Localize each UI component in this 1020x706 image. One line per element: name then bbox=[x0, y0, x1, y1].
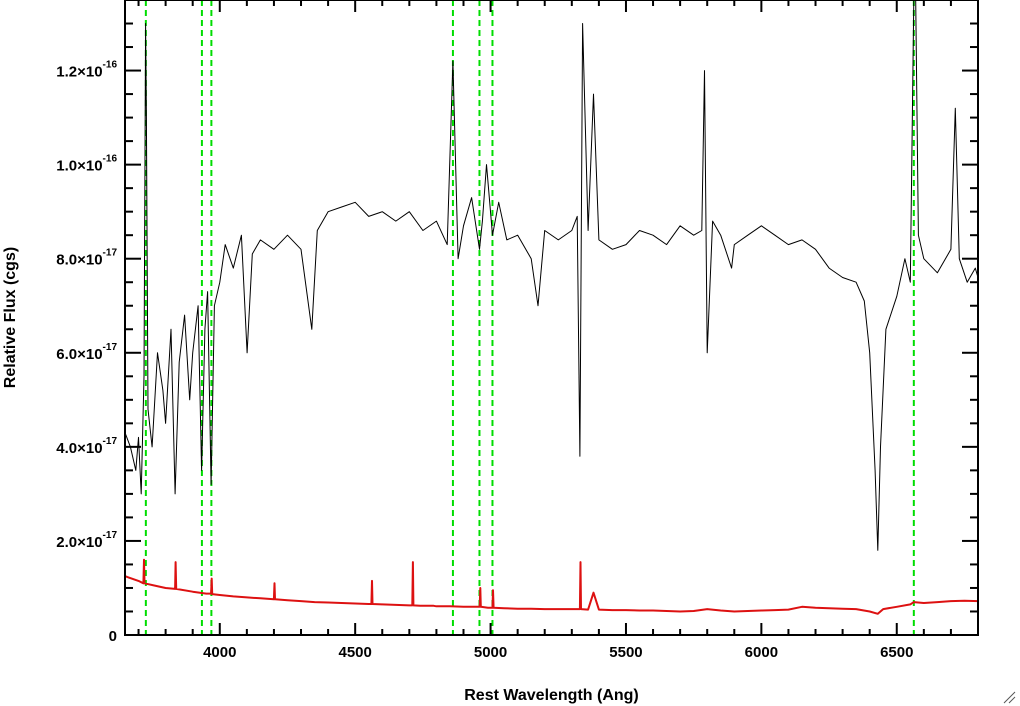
data-series bbox=[124, 0, 979, 615]
y-tick-label: 8.0×10-17 bbox=[56, 248, 117, 269]
y-tick-label: 1.2×10-16 bbox=[56, 60, 117, 81]
resize-grip-icon[interactable] bbox=[1002, 690, 1016, 704]
y-tick-label: 2.0×10-17 bbox=[56, 530, 117, 551]
x-tick-label: 4000 bbox=[203, 644, 236, 661]
y-axis-ticks: 0 2.0×10-17 4.0×10-17 6.0×10-17 8.0×10-17 1.0… bbox=[56, 0, 978, 645]
emission-line-markers bbox=[144, 0, 915, 635]
spectrum-line bbox=[124, 0, 979, 551]
x-axis-title: Rest Wavelength (Ang) bbox=[464, 687, 639, 704]
x-axis-ticks: 4000 4500 5000 5500 6000 6500 bbox=[137, 0, 979, 661]
y-tick-label: 4.0×10-17 bbox=[56, 436, 117, 457]
x-tick-label: 5500 bbox=[609, 644, 642, 661]
plot-frame bbox=[124, 0, 979, 636]
y-tick-label: 1.0×10-16 bbox=[56, 154, 117, 175]
x-tick-label: 4500 bbox=[338, 644, 371, 661]
y-axis-title: Relative Flux (cgs) bbox=[2, 247, 19, 388]
x-tick-label: 6500 bbox=[880, 644, 913, 661]
y-tick-label: 6.0×10-17 bbox=[56, 342, 117, 363]
error-line bbox=[124, 558, 979, 615]
x-tick-label: 5000 bbox=[474, 644, 507, 661]
x-tick-label: 6000 bbox=[745, 644, 778, 661]
y-tick-label: 0 bbox=[109, 628, 117, 645]
